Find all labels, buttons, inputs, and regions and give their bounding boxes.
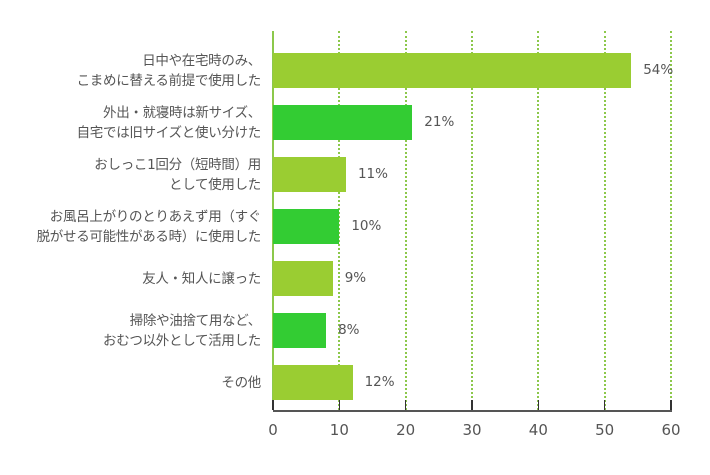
bar (273, 209, 340, 244)
category-label-line: 外出・就寝時は新サイズ、 (103, 104, 261, 121)
x-tick (537, 400, 540, 410)
category-label-line: 日中や在宅時のみ、 (142, 52, 261, 69)
bar (273, 53, 632, 88)
x-tick-label: 60 (661, 421, 681, 439)
x-tick-label: 0 (268, 421, 278, 439)
category-label: 掃除や油捨て用など、おむつ以外として活用した (103, 311, 261, 351)
category-label: 日中や在宅時のみ、こまめに替える前提で使用した (76, 51, 262, 91)
value-label: 10% (351, 218, 382, 234)
category-label-line: 友人・知人に譲った (142, 270, 261, 287)
value-label: 11% (357, 166, 388, 182)
category-label-line: として使用した (169, 176, 261, 193)
bar (273, 105, 413, 140)
bar (273, 157, 346, 192)
gridline (603, 31, 606, 410)
gridline (670, 31, 672, 410)
x-tick-label: 50 (595, 421, 615, 439)
x-tick (338, 400, 341, 410)
x-tick (272, 400, 274, 410)
category-label-line: 自宅では旧サイズと使い分けた (76, 124, 262, 141)
value-label: 9% (344, 270, 367, 286)
category-label: お風呂上がりのとりあえず用（すぐ脱がせる可能性がある時）に使用した (36, 207, 262, 247)
gridline (537, 31, 540, 410)
x-tick (670, 400, 672, 410)
x-tick-label: 30 (462, 421, 482, 439)
category-label-line: お風呂上がりのとりあえず用（すぐ (49, 208, 262, 225)
x-tick-label: 40 (528, 421, 548, 439)
category-label: 外出・就寝時は新サイズ、自宅では旧サイズと使い分けた (76, 103, 262, 143)
y-axis-line (272, 31, 274, 410)
category-label: おしっこ1回分（短時間）用として使用した (94, 155, 261, 195)
category-label-line: 掃除や油捨て用など、 (129, 312, 262, 329)
category-label-line: こまめに替える前提で使用した (76, 72, 262, 89)
x-tick-label: 20 (396, 421, 416, 439)
gridline (404, 31, 407, 410)
x-tick (471, 400, 473, 410)
category-label-line: おしっこ1回分（短時間）用 (94, 156, 261, 173)
category-label-line: おむつ以外として活用した (103, 332, 261, 349)
value-label: 54% (643, 62, 674, 78)
x-tick-label: 10 (329, 421, 349, 439)
x-tick (404, 400, 407, 410)
category-label: その他 (221, 373, 261, 393)
x-axis-line (273, 410, 672, 412)
bar (273, 365, 353, 400)
gridline (471, 31, 473, 410)
value-label: 21% (424, 114, 455, 130)
gridline (338, 31, 341, 410)
x-tick (603, 400, 606, 410)
value-label: 8% (338, 322, 360, 338)
category-label-line: その他 (221, 374, 261, 391)
bar (273, 313, 327, 348)
value-label: 12% (364, 374, 395, 390)
category-label: 友人・知人に譲った (142, 269, 261, 289)
bar (273, 261, 333, 296)
category-label-line: 脱がせる可能性がある時）に使用した (36, 228, 262, 245)
